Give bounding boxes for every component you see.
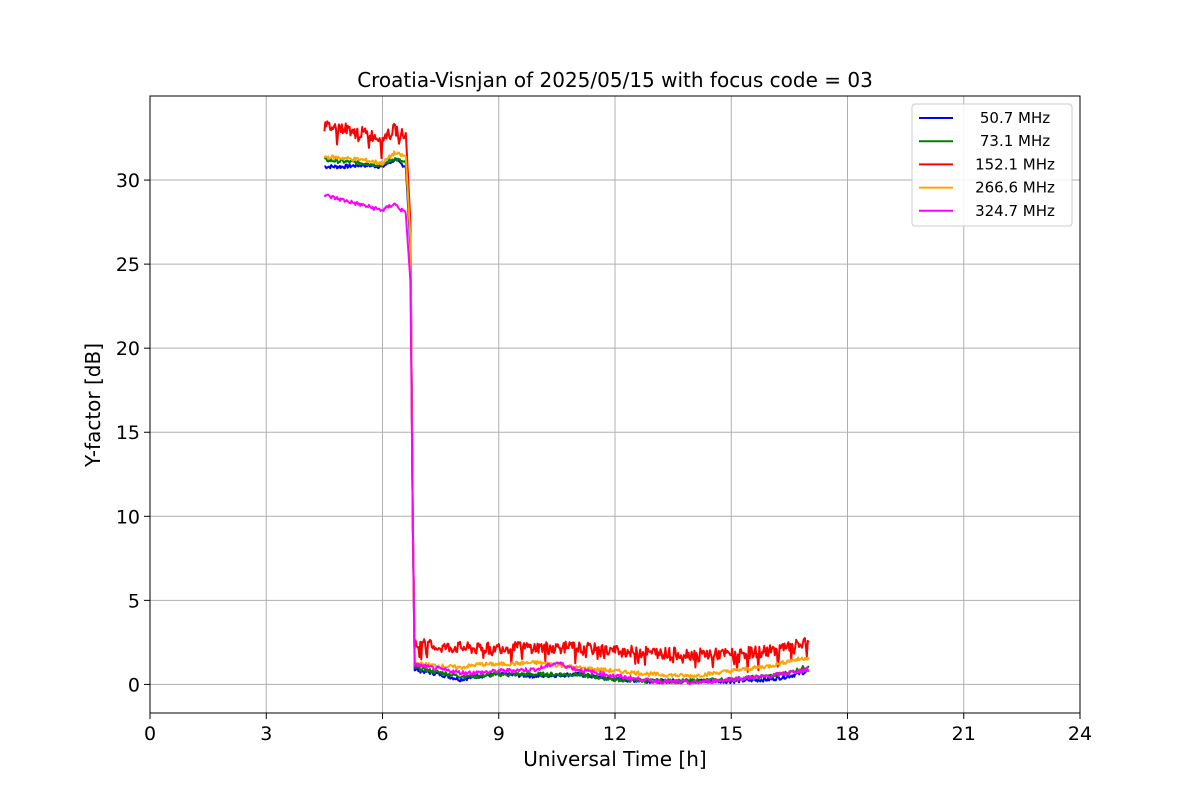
- x-tick-label: 12: [603, 723, 627, 745]
- x-tick-label: 21: [952, 723, 976, 745]
- legend-entry-label: 152.1 MHz: [975, 155, 1055, 173]
- y-tick-label: 10: [116, 506, 140, 528]
- legend-entry-label: 50.7 MHz: [980, 109, 1050, 127]
- legend-box: [911, 103, 1073, 227]
- y-tick-label: 20: [116, 338, 140, 360]
- y-tick-label: 30: [116, 170, 140, 192]
- series-lines: [323, 120, 810, 686]
- series-line-3: [323, 150, 810, 679]
- series-line-0: [324, 158, 809, 685]
- y-tick-label: 5: [128, 590, 140, 612]
- x-tick-label: 9: [493, 723, 505, 745]
- x-axis-label: Universal Time [h]: [523, 747, 706, 771]
- legend: 50.7 MHz 73.1 MHz 152.1 MHz 266.6 MHz 32…: [911, 103, 1073, 227]
- x-tick-label: 15: [719, 723, 743, 745]
- axis-ticks: 0 3 6 9 12 15 18 21 24 0 5 10 15 20 25 30: [116, 170, 1092, 745]
- series-line-1: [323, 157, 810, 685]
- x-tick-label: 3: [260, 723, 272, 745]
- x-tick-label: 0: [144, 723, 156, 745]
- legend-entry-label: 266.6 MHz: [975, 179, 1055, 197]
- y-axis-label: Y-factor [dB]: [81, 343, 105, 468]
- y-tick-label: 0: [128, 674, 140, 696]
- x-tick-label: 24: [1068, 723, 1092, 745]
- x-tick-label: 6: [376, 723, 388, 745]
- legend-entry-label: 324.7 MHz: [975, 202, 1055, 220]
- series-line-2: [323, 120, 810, 673]
- legend-entry-label: 73.1 MHz: [980, 132, 1050, 150]
- x-tick-label: 18: [835, 723, 859, 745]
- y-tick-label: 25: [116, 254, 140, 276]
- y-tick-label: 15: [116, 422, 140, 444]
- series-line-4: [323, 193, 810, 686]
- chart-title: Croatia-Visnjan of 2025/05/15 with focus…: [357, 68, 873, 92]
- grid: [149, 96, 1081, 713]
